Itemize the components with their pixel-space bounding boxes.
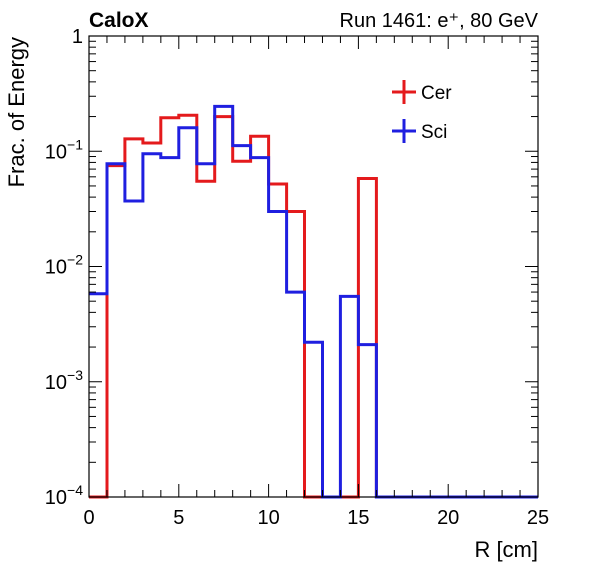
axes: 0 5 10 15 20 25 1 10−1 10−2 10−3 10−4 — [45, 26, 549, 529]
x-tick-label: 15 — [347, 507, 369, 529]
y-tick-label: 10−4 — [45, 482, 83, 509]
x-tick-label: 25 — [527, 507, 549, 529]
y-tick-label: 10−2 — [45, 252, 83, 279]
x-tick-label: 5 — [173, 507, 184, 529]
y-tick-label: 10−1 — [45, 136, 83, 163]
x-tick-label: 0 — [83, 507, 94, 529]
x-axis-label: R [cm] — [474, 537, 538, 562]
legend: Cer Sci — [392, 80, 452, 143]
legend-sci-label: Sci — [421, 122, 447, 143]
x-tick-label: 10 — [257, 507, 279, 529]
y-axis-label: Frac. of Energy — [4, 37, 29, 187]
legend-cer-label: Cer — [421, 83, 452, 104]
x-tick-label: 20 — [437, 507, 459, 529]
run-label: Run 1461: e⁺, 80 GeV — [340, 10, 539, 32]
y-tick-label: 1 — [72, 26, 83, 48]
y-tick-label: 10−3 — [45, 367, 83, 394]
experiment-label: CaloX — [89, 9, 149, 32]
